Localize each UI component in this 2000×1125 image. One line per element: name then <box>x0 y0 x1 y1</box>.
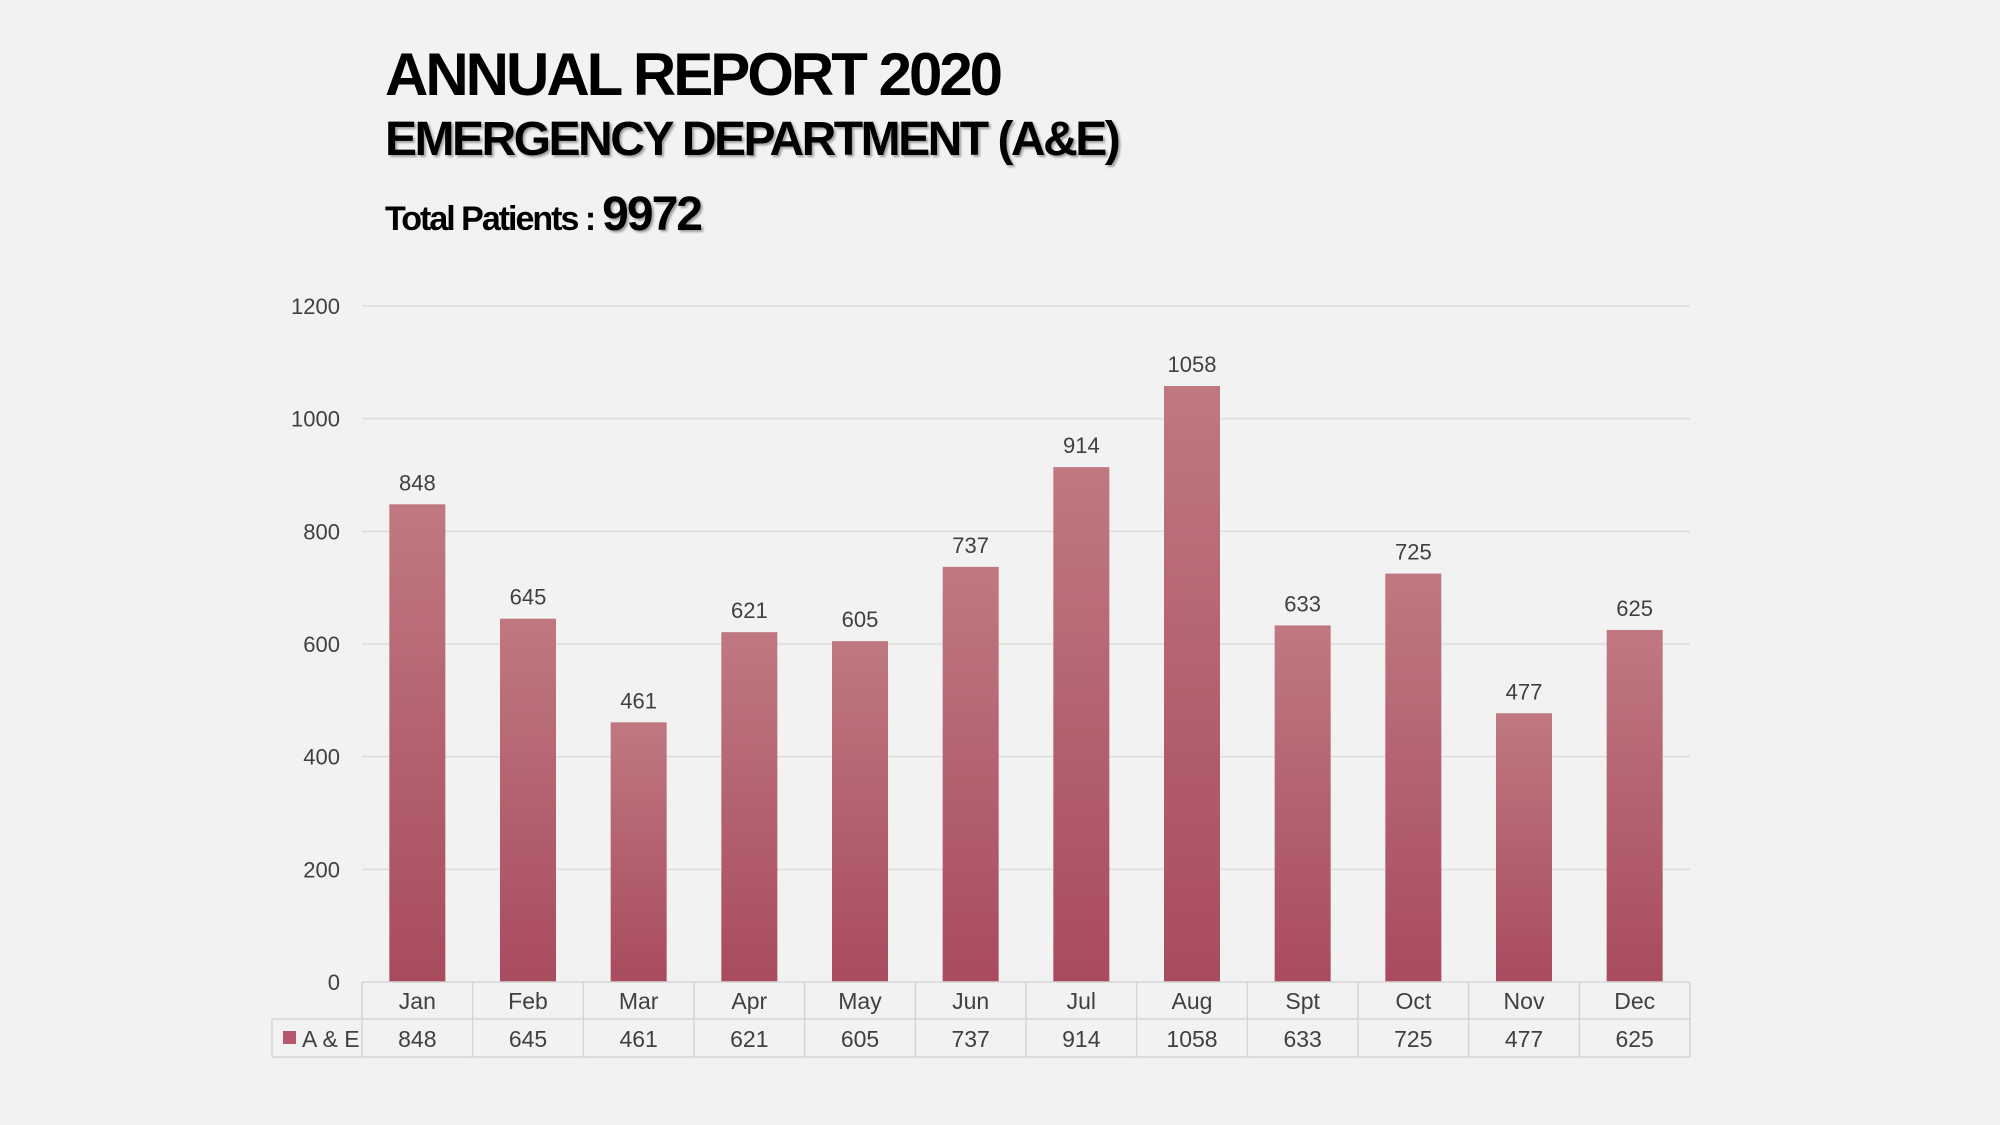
data-label: 477 <box>1506 679 1543 704</box>
data-label: 461 <box>620 688 657 713</box>
bar-aug <box>1164 385 1220 982</box>
x-tick-label: Oct <box>1395 988 1431 1014</box>
y-tick-label: 200 <box>303 857 340 882</box>
y-tick-label: 400 <box>303 745 340 770</box>
data-label: 645 <box>510 585 547 610</box>
y-tick-label: 0 <box>328 970 340 995</box>
data-label: 605 <box>842 607 879 632</box>
table-value: 605 <box>841 1026 879 1052</box>
table-value: 737 <box>951 1026 989 1052</box>
x-tick-label: Feb <box>508 988 548 1014</box>
data-labels: 848 645 461 621 605 737 914 1058 633 725 477 625 <box>399 352 1653 713</box>
y-tick-label: 1200 <box>291 294 340 319</box>
data-label: 625 <box>1616 596 1653 621</box>
report-subtitle: EMERGENCY DEPARTMENT (A&E) <box>385 113 1121 166</box>
y-axis-ticks: 0 200 400 600 800 1000 1200 <box>291 294 340 995</box>
total-patients-value: 9972 <box>602 188 703 241</box>
bar-apr <box>721 632 778 982</box>
data-label: 848 <box>399 470 436 495</box>
y-tick-label: 800 <box>303 519 340 544</box>
gridlines <box>362 305 1690 871</box>
x-tick-label: Apr <box>731 988 767 1014</box>
legend-marker <box>283 1031 296 1044</box>
x-tick-label: Aug <box>1172 988 1213 1014</box>
x-tick-label: Nov <box>1504 988 1545 1014</box>
table-value: 477 <box>1505 1026 1543 1052</box>
y-tick-label: 1000 <box>291 407 340 432</box>
data-label: 737 <box>952 533 989 558</box>
data-label: 1058 <box>1168 352 1217 377</box>
bars <box>389 385 1663 982</box>
data-label: 621 <box>731 598 768 623</box>
x-tick-label: Spt <box>1285 988 1320 1014</box>
data-label: 725 <box>1395 540 1432 565</box>
bar-jul <box>1053 467 1110 982</box>
total-patients-label: Total Patients : <box>385 200 596 238</box>
table-value: 633 <box>1283 1026 1321 1052</box>
table-value: 645 <box>509 1026 547 1052</box>
bar-may <box>832 641 888 982</box>
y-tick-label: 600 <box>303 632 340 657</box>
bar-mar <box>610 722 667 982</box>
bar-dec <box>1606 629 1663 982</box>
bar-jan <box>389 504 446 982</box>
bar-oct <box>1385 573 1442 982</box>
x-tick-label: Jun <box>952 988 989 1014</box>
bar-spt <box>1274 625 1331 982</box>
bar-nov <box>1496 713 1552 982</box>
table-value: 914 <box>1062 1026 1101 1052</box>
report-title: ANNUAL REPORT 2020 <box>385 41 1003 108</box>
x-tick-label: Jan <box>399 988 436 1014</box>
table-value: 1058 <box>1166 1026 1217 1052</box>
x-tick-label: May <box>838 988 882 1014</box>
data-table: Jan 848 Feb 645 Mar 461 Apr 621 May 605 Jun 737 Jul 9… <box>271 981 1691 1058</box>
bar-feb <box>500 618 556 982</box>
total-patients: Total Patients :9972 <box>385 185 703 256</box>
table-value: 621 <box>730 1026 768 1052</box>
data-label: 633 <box>1284 591 1321 616</box>
bar-jun <box>942 566 999 982</box>
table-value: 725 <box>1394 1026 1432 1052</box>
x-tick-label: Jul <box>1067 988 1096 1014</box>
table-value: 461 <box>619 1026 657 1052</box>
legend-series-name: A & E <box>302 1026 360 1052</box>
table-value: 848 <box>398 1026 436 1052</box>
table-value: 625 <box>1615 1026 1653 1052</box>
x-tick-label: Dec <box>1614 988 1655 1014</box>
x-tick-label: Mar <box>619 988 659 1014</box>
data-label: 914 <box>1063 433 1100 458</box>
